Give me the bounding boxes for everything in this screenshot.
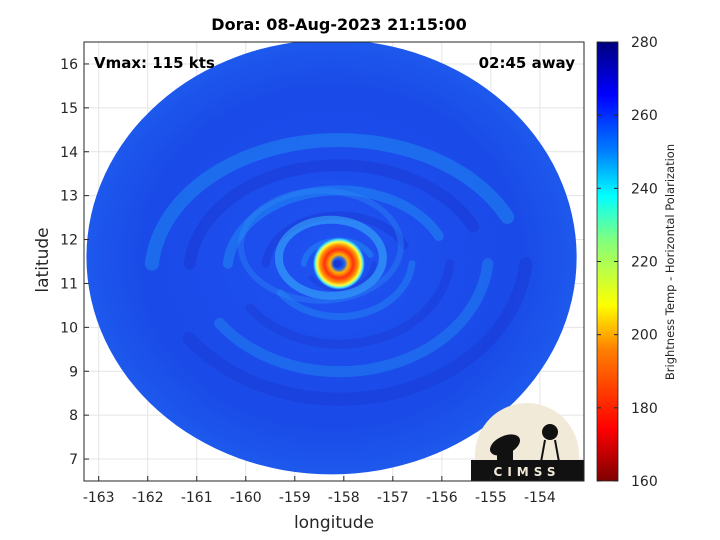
y-tick-label: 12 xyxy=(60,233,78,249)
colorbar-label: Brightness Temp - Horizontal Polarizatio… xyxy=(663,144,677,380)
y-tick-label: 16 xyxy=(60,57,78,73)
vmax-annotation: Vmax: 115 kts xyxy=(94,54,215,72)
logo-band xyxy=(471,460,584,481)
spiral-rainband xyxy=(182,257,533,406)
x-tick-label: -159 xyxy=(279,490,311,506)
y-axis-label: latitude xyxy=(33,227,53,292)
colorbar-tick-label: 220 xyxy=(631,255,658,271)
colorbar-ticks: 160 180 200 220 240 260 280 xyxy=(597,35,658,490)
spiral-rainband xyxy=(245,259,455,349)
spiral-rainband xyxy=(261,211,409,268)
y-axis-ticks: 7 8 9 10 11 12 13 14 15 16 xyxy=(60,57,89,468)
y-tick-label: 15 xyxy=(60,101,78,117)
y-tick-label: 8 xyxy=(69,408,78,424)
time-away-annotation: 02:45 away xyxy=(479,54,576,72)
colorbar-tick-label: 260 xyxy=(631,108,658,124)
y-tick-label: 10 xyxy=(60,320,78,336)
spiral-rainband xyxy=(144,133,515,271)
x-tick-label: -160 xyxy=(230,490,262,506)
logo-tower-tank xyxy=(542,424,558,440)
x-tick-label: -158 xyxy=(328,490,360,506)
spiral-rainband xyxy=(214,258,494,378)
logo-building xyxy=(497,450,513,462)
x-tick-label: -154 xyxy=(524,490,556,506)
satellite-swath-layer: CIMSS xyxy=(86,42,584,481)
hurricane-eye xyxy=(332,259,341,268)
x-axis-ticks: -163 -162 -161 -160 -159 -158 -157 -156 -155 -154 xyxy=(83,476,556,506)
cimss-logo: CIMSS xyxy=(471,403,584,481)
x-tick-label: -157 xyxy=(377,490,409,506)
chart-title: Dora: 08-Aug-2023 21:15:00 xyxy=(211,15,466,34)
y-tick-label: 14 xyxy=(60,145,78,161)
colorbar-tick-label: 160 xyxy=(631,474,658,490)
x-tick-label: -162 xyxy=(132,490,164,506)
inner-rainband xyxy=(274,215,387,300)
x-tick-label: -161 xyxy=(181,490,213,506)
y-tick-label: 11 xyxy=(60,276,78,292)
y-tick-label: 13 xyxy=(60,189,78,205)
outer-rainband xyxy=(237,187,404,304)
x-tick-label: -155 xyxy=(475,490,507,506)
x-axis-label: longitude xyxy=(294,513,374,533)
y-tick-label: 9 xyxy=(69,364,78,380)
rainband-features xyxy=(144,133,533,406)
spiral-rainband xyxy=(222,185,444,269)
spiral-rainband xyxy=(277,260,416,321)
x-tick-label: -163 xyxy=(83,490,115,506)
logo-tower-leg xyxy=(554,439,560,463)
logo-text: CIMSS xyxy=(494,465,561,479)
y-tick-label: 7 xyxy=(69,452,78,468)
logo-tower-leg xyxy=(540,439,546,463)
colorbar-tick-label: 180 xyxy=(631,401,658,417)
plot-frame xyxy=(83,41,585,482)
colorbar-tick-label: 240 xyxy=(631,181,658,197)
x-tick-label: -156 xyxy=(426,490,458,506)
colorbar-tick-label: 200 xyxy=(631,328,658,344)
spiral-rainband xyxy=(308,261,377,292)
colorbar-tick-label: 280 xyxy=(631,35,658,51)
spiral-rainband xyxy=(183,159,480,270)
